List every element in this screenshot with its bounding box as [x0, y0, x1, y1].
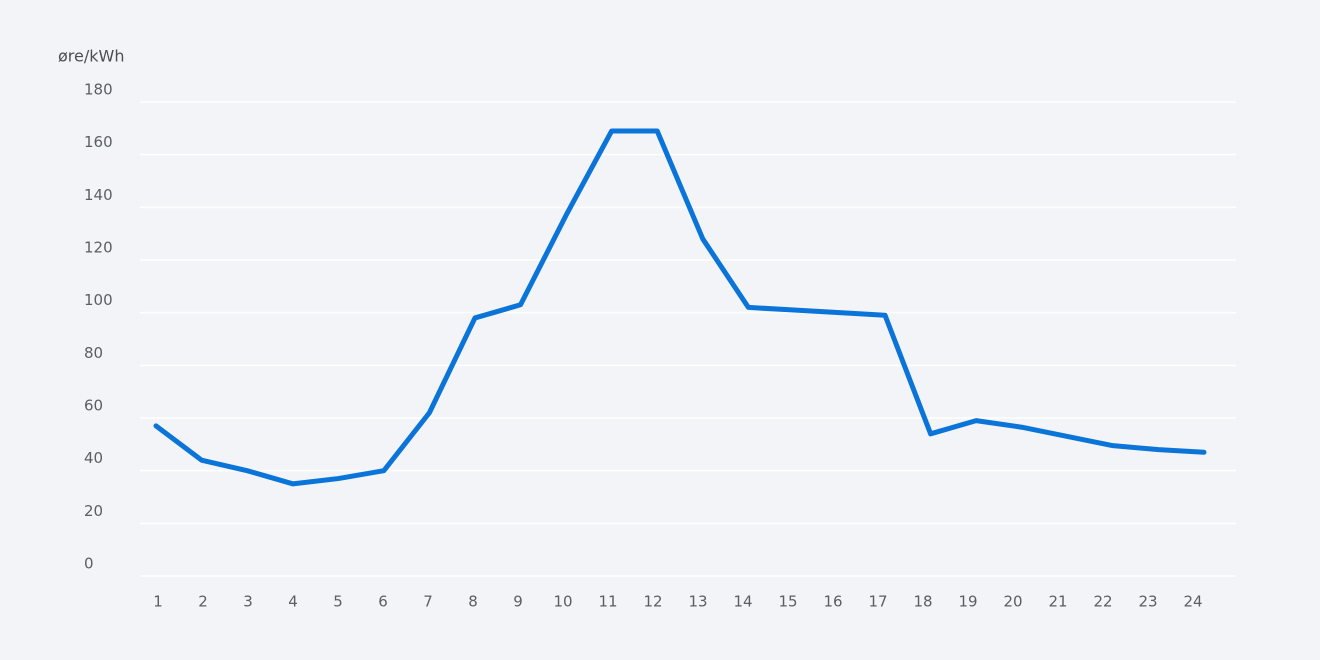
x-tick-label: 7 [423, 593, 433, 611]
x-tick-label: 21 [1048, 593, 1067, 611]
x-tick-label: 13 [688, 593, 707, 611]
x-tick-label: 15 [778, 593, 797, 611]
x-tick-label: 1 [153, 593, 163, 611]
y-tick-label: 20 [84, 502, 103, 520]
x-tick-label: 9 [513, 593, 523, 611]
y-tick-label: 120 [84, 239, 113, 257]
y-tick-label: 140 [84, 186, 113, 204]
y-tick-label: 60 [84, 397, 103, 415]
x-tick-label: 3 [243, 593, 253, 611]
x-tick-label: 14 [733, 593, 752, 611]
x-tick-label: 10 [553, 593, 572, 611]
y-tick-label: 80 [84, 344, 103, 362]
x-tick-label: 12 [643, 593, 662, 611]
x-tick-label: 17 [868, 593, 887, 611]
x-tick-label: 8 [468, 593, 478, 611]
y-tick-label: 0 [84, 555, 94, 573]
y-tick-label: 180 [84, 81, 113, 99]
x-tick-label: 6 [378, 593, 388, 611]
x-tick-label: 18 [913, 593, 932, 611]
x-tick-label: 19 [958, 593, 977, 611]
x-tick-label: 24 [1183, 593, 1202, 611]
x-tick-label: 4 [288, 593, 298, 611]
y-tick-label: 40 [84, 449, 103, 467]
x-tick-label: 20 [1003, 593, 1022, 611]
line-series [153, 128, 1207, 487]
x-tick-label: 22 [1093, 593, 1112, 611]
x-tick-label: 5 [333, 593, 343, 611]
y-tick-label: 100 [84, 291, 113, 309]
y-axis-label: øre/kWh [58, 47, 124, 66]
x-tick-label: 11 [598, 593, 617, 611]
x-tick-label: 2 [198, 593, 208, 611]
x-tick-label: 16 [823, 593, 842, 611]
x-tick-label: 23 [1138, 593, 1157, 611]
y-tick-label: 160 [84, 133, 113, 151]
